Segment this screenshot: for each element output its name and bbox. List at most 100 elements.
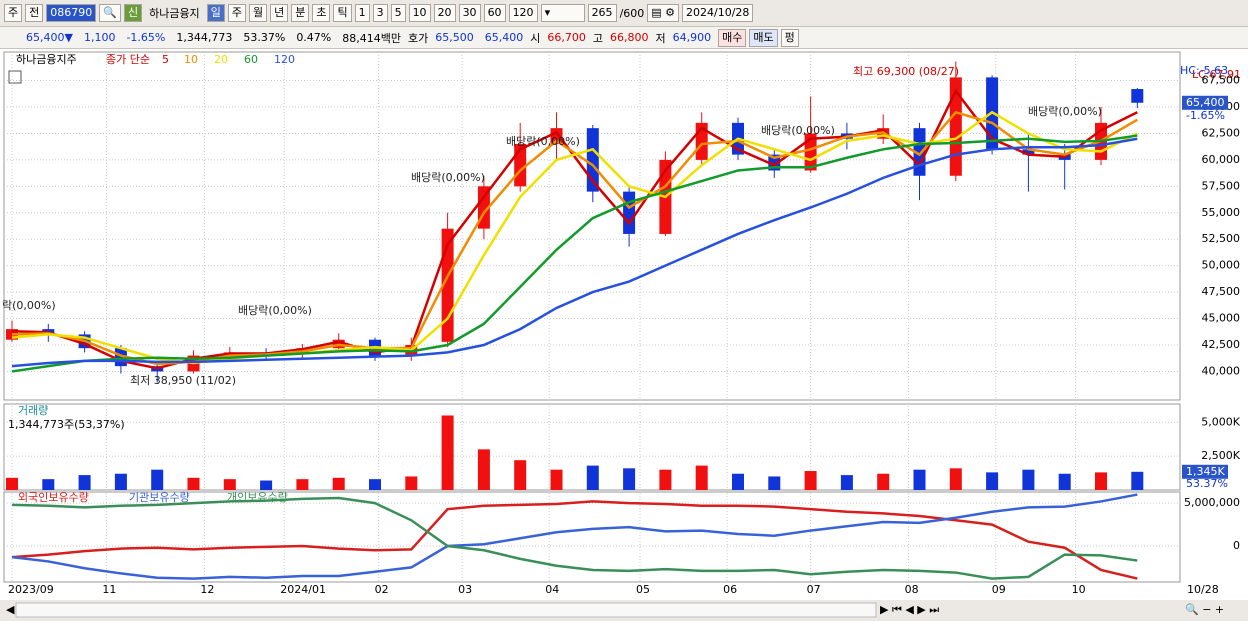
unit[interactable]: 월 [248,4,268,22]
unit[interactable]: 주 [227,4,246,22]
volume-bar [804,471,817,490]
toolbar: 주 전 086790 🔍 신 하나금융지 일 주 월 년 분 초 틱 1 3 5… [0,0,1248,27]
turnover: 0.47% [296,31,332,44]
last-box [1182,95,1228,110]
high-label: 고 [592,31,603,45]
volume-bar [1022,469,1035,490]
x-tick-label: 07 [807,583,821,596]
bid: 65,400 [484,31,524,44]
amount: 88,414백만 [342,31,401,45]
x-tick-label: 11 [102,583,116,596]
dropdown[interactable]: ▾ [540,4,585,22]
volume-bar [332,477,345,490]
y-tick-label: 55,000 [1202,206,1241,219]
annotation: 최저 38,950 (11/02) [130,374,236,387]
annotation: 배당락(0,00%) [1028,105,1102,118]
annotation: 배당락(0,00%) [238,304,312,317]
y-tick-label: 52,500 [1202,232,1241,245]
ask-label: 호가 [408,31,429,45]
x-tick-label: 2024/01 [280,583,326,596]
volume-bar [550,469,563,490]
search[interactable]: 🔍 [99,4,121,22]
scroll-controls[interactable]: ▶ ⏮ ◀ ▶ ⏭ [880,603,939,616]
holding-line [11,493,1138,580]
zoom[interactable]: 🔍 − + [1185,602,1224,616]
legend-entry: 20 [214,53,228,66]
y-tick-label: 2,500K [1201,449,1240,462]
interval[interactable]: 5 [390,4,406,22]
legend-entry: 개인보유수량 [227,491,288,504]
table-icon[interactable] [8,70,22,84]
annotation: 배당락(0,00%) [761,124,835,137]
quote-bar: 65,400▼ 1,100 -1.65% 1,344,773 53.37% 0.… [0,27,1248,49]
volume-bar [840,475,853,490]
flat[interactable]: 펑 [780,28,799,47]
unit[interactable]: 틱 [333,4,352,22]
y-tick-label: 40,000 [1202,364,1241,377]
holdings-panel [3,491,1181,583]
candle-body [804,133,817,171]
panel-subtitle: 1,344,773주(53,37%) [8,418,125,431]
price-panel [3,51,1181,401]
legend-entry: 5 [162,53,169,66]
sell[interactable]: 매도 [749,28,778,47]
last-rate: -1.65% [1186,109,1225,122]
legend-label: 종가 단순 [106,53,150,66]
count[interactable]: 265 [587,4,617,22]
stock-name: 하나금융지 [149,7,200,20]
last-rate: 53.37% [1186,477,1228,490]
volume-bar [913,469,926,490]
interval[interactable]: 120 [508,4,538,22]
date[interactable]: 2024/10/28 [682,4,754,22]
scroll-left[interactable]: ◀ [6,603,15,616]
last-label: 65,400 [1186,96,1225,109]
y-tick-label: 0 [1233,539,1240,552]
volume-bar [768,476,781,490]
legend-entry: 10 [184,53,198,66]
interval[interactable]: 30 [458,4,481,22]
ask: 65,500 [435,31,474,44]
y-tick-label: 42,500 [1202,338,1241,351]
x-tick-label: 10 [1072,583,1086,596]
volume-bar [296,479,309,490]
high: 66,800 [610,31,649,44]
open: 66,700 [547,31,586,44]
y-tick-label: 50,000 [1202,259,1241,272]
annotation: 최고 69,300 (08/27) [853,65,959,78]
unit[interactable]: 분 [291,4,310,22]
code[interactable]: 086790 [46,4,97,22]
interval[interactable]: 20 [433,4,456,22]
volume-bar [6,477,18,490]
tools[interactable]: ▤ ⚙ [647,4,680,22]
x-tick-label: 08 [905,583,919,596]
x-tick-label: 06 [723,583,737,596]
candle-body [1131,89,1144,103]
legend-entry: 60 [244,53,258,66]
holding-line [11,496,1138,580]
low: 64,900 [672,31,712,44]
y-tick-label: 5,000,000 [1184,496,1240,509]
x-tick-label: 09 [992,583,1006,596]
volume-bar [260,480,273,490]
period[interactable]: 주 [4,4,23,22]
y-tick-label: 57,500 [1202,179,1241,192]
volume: 1,344,773 [176,31,233,44]
chart-title: 하나금융지주 [16,52,77,66]
interval[interactable]: 10 [408,4,431,22]
legend-entry: 기관보유수량 [129,491,190,504]
unit[interactable]: 년 [270,4,289,22]
interval[interactable]: 1 [354,4,370,22]
interval[interactable]: 60 [483,4,506,22]
scroll-track[interactable] [15,602,877,618]
volume-bar [114,473,127,490]
interval[interactable]: 3 [372,4,388,22]
volume-bar [695,465,708,490]
buy[interactable]: 매수 [718,28,747,47]
compare[interactable]: 전 [25,4,44,22]
unit[interactable]: 초 [312,4,331,22]
y-tick-label: 5,000K [1201,415,1240,428]
ma-line [11,137,1138,368]
unit[interactable]: 일 [206,4,225,22]
